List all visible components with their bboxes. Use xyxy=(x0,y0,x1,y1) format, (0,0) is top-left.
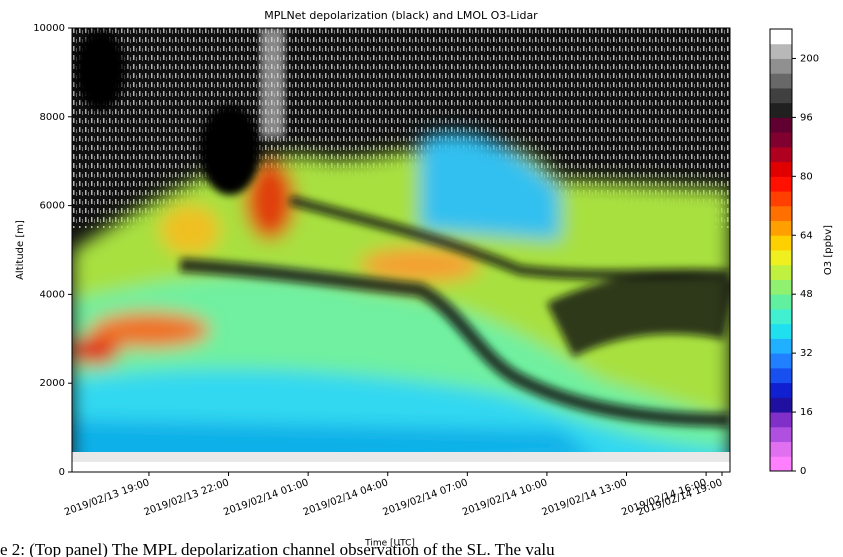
colorbar-swatch xyxy=(770,191,792,206)
colorbar-swatch xyxy=(770,250,792,265)
colorbar-swatch xyxy=(770,294,792,309)
y-tick-label: 4000 xyxy=(40,289,65,300)
colorbar-swatch xyxy=(770,162,792,177)
colorbar-swatch xyxy=(770,73,792,88)
colorbar-tick-label: 16 xyxy=(800,407,813,418)
y-tick-label: 8000 xyxy=(40,112,65,123)
colorbar-tick-label: 80 xyxy=(800,171,813,182)
colorbar-swatch xyxy=(770,58,792,73)
y-tick-label: 10000 xyxy=(33,23,65,34)
colorbar-swatch xyxy=(770,221,792,236)
x-tick-label: 2019/02/14 13:00 xyxy=(541,477,629,518)
colorbar-swatch xyxy=(770,147,792,162)
x-tick-label: 2019/02/13 22:00 xyxy=(143,477,231,518)
colorbar-swatch xyxy=(770,456,792,471)
colorbar-swatch xyxy=(770,29,792,44)
colorbar-swatch xyxy=(770,88,792,103)
colorbar-swatch xyxy=(770,44,792,59)
colorbar-tick-label: 32 xyxy=(800,348,813,359)
x-tick-label: 2019/02/14 07:00 xyxy=(381,477,469,518)
figure: 02000400060008000100002019/02/13 19:0020… xyxy=(0,0,843,557)
colorbar-swatch xyxy=(770,442,792,457)
x-tick-label: 2019/02/13 19:00 xyxy=(63,477,151,518)
chart-title: MPLNet depolarization (black) and LMOL O… xyxy=(264,9,538,22)
colorbar-swatch xyxy=(770,383,792,398)
colorbar-swatch xyxy=(770,353,792,368)
colorbar-swatch xyxy=(770,338,792,353)
y-tick-label: 2000 xyxy=(40,378,65,389)
heatmap-image xyxy=(70,28,730,472)
colorbar-swatch xyxy=(770,117,792,132)
colorbar-swatch xyxy=(770,235,792,250)
colorbar-swatch xyxy=(770,132,792,147)
colorbar-swatch xyxy=(770,103,792,118)
y-tick-label: 6000 xyxy=(40,201,65,212)
colorbar-label: O3 [ppbv] xyxy=(823,225,834,275)
colorbar-tick-label: 64 xyxy=(800,230,813,241)
colorbar-swatch xyxy=(770,176,792,191)
colorbar-swatch xyxy=(770,427,792,442)
colorbar-swatch xyxy=(770,265,792,280)
colorbar-tick-label: 200 xyxy=(800,53,819,64)
colorbar-tick-label: 48 xyxy=(800,289,813,300)
x-tick-label: 2019/02/14 04:00 xyxy=(302,477,390,518)
colorbar-swatch xyxy=(770,368,792,383)
colorbar-swatch xyxy=(770,309,792,324)
y-axis-label: Altitude [m] xyxy=(15,220,26,280)
y-tick-label: 0 xyxy=(59,467,65,478)
colorbar-swatch xyxy=(770,206,792,221)
page: {"chart_data": {"type": "heatmap", "titl… xyxy=(0,0,843,557)
caption: e 2: (Top panel) The MPL depolarization … xyxy=(0,540,555,557)
colorbar-swatch xyxy=(770,397,792,412)
colorbar-swatch xyxy=(770,412,792,427)
colorbar-tick-label: 96 xyxy=(800,112,813,123)
colorbar-tick-label: 0 xyxy=(800,466,806,477)
colorbar-swatch xyxy=(770,324,792,339)
x-tick-label: 2019/02/14 01:00 xyxy=(222,477,310,518)
x-tick-label: 2019/02/14 10:00 xyxy=(461,477,549,518)
colorbar-swatch xyxy=(770,279,792,294)
